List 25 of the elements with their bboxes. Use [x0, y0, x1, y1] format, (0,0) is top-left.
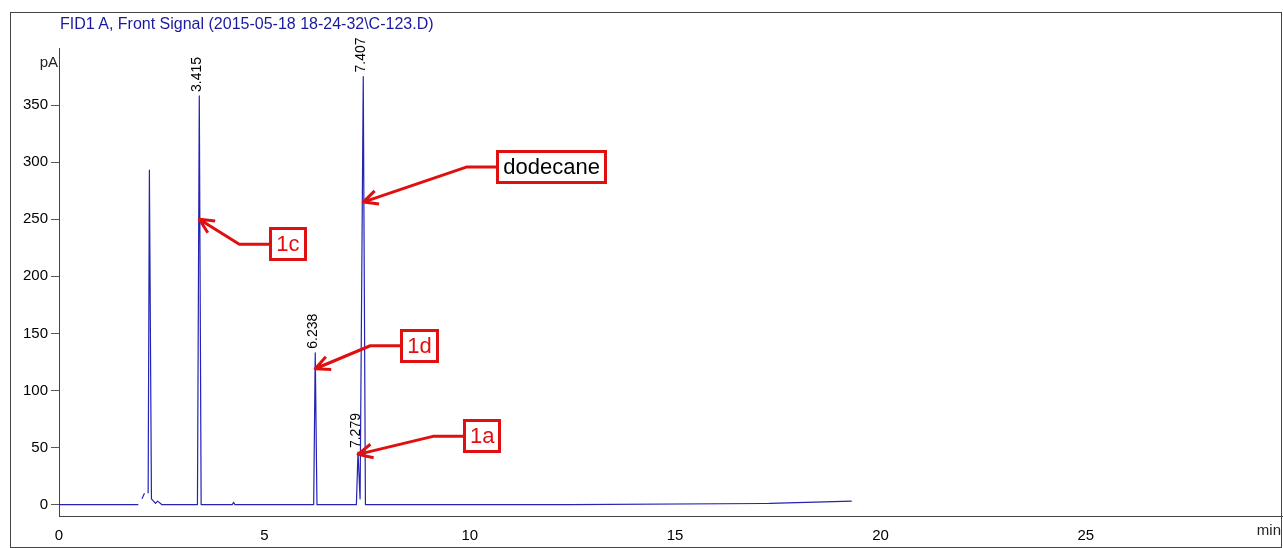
- x-tick-label: 25: [1077, 526, 1095, 544]
- y-tick-label: 100: [23, 380, 49, 398]
- annotation: 6.238: [304, 313, 321, 349]
- annotation: 3.415: [188, 56, 205, 92]
- y-tick-label: 0: [39, 494, 49, 512]
- x-tick-label: 20: [872, 526, 889, 544]
- y-tick-label: 300: [23, 152, 49, 170]
- annotation: 1d: [400, 328, 439, 363]
- annotation: dodecane: [496, 150, 607, 185]
- annotation: 1a: [462, 419, 502, 454]
- y-tick-label: 350: [23, 95, 49, 113]
- annotation: 1c: [269, 227, 307, 262]
- annotation: 7.407: [352, 37, 369, 73]
- y-tick-label: 50: [31, 437, 49, 455]
- x-tick-label: 15: [666, 526, 684, 544]
- chart-title: FID1 A, Front Signal (2015-05-18 18-24-32\C-123.D): [60, 15, 434, 33]
- x-tick-label: 0: [54, 526, 64, 544]
- y-tick-label: 250: [23, 209, 49, 227]
- x-tick-label: 10: [461, 526, 479, 544]
- y-axis-title: pA: [39, 53, 58, 71]
- y-tick-label: 150: [23, 323, 49, 341]
- x-tick-label: 5: [260, 526, 269, 544]
- annotation: 7.279: [346, 412, 363, 449]
- x-axis-title: min: [1256, 520, 1281, 538]
- y-tick-label: 200: [23, 266, 49, 284]
